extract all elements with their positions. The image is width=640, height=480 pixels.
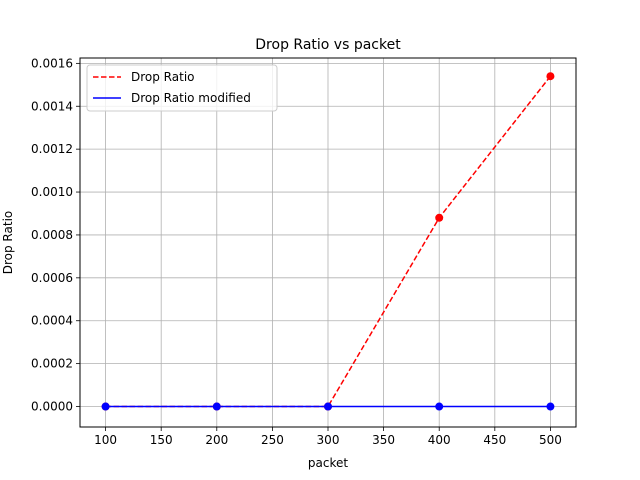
- legend: Drop Ratio Drop Ratio modified: [86, 64, 278, 112]
- x-tick-label: 250: [261, 433, 284, 447]
- data-point-series-0: [435, 213, 444, 222]
- y-tick-label: 0.0010: [31, 185, 73, 199]
- y-tick-label: 0.0012: [31, 142, 73, 156]
- x-ticks: 100 150 200 250 300 350 400 450 500: [94, 427, 562, 447]
- x-tick-label: 100: [94, 433, 117, 447]
- x-tick-label: 400: [428, 433, 451, 447]
- data-point-series-1: [101, 402, 110, 411]
- data-point-series-0: [546, 72, 555, 81]
- x-tick-label: 150: [150, 433, 173, 447]
- y-tick-label: 0.0014: [31, 99, 73, 113]
- data-point-series-1: [324, 402, 332, 411]
- x-tick-label: 300: [317, 433, 340, 447]
- data-point-series-1: [212, 402, 221, 411]
- legend-label-0: Drop Ratio: [131, 70, 195, 84]
- x-tick-label: 200: [205, 433, 228, 447]
- y-tick-label: 0.0000: [31, 400, 73, 414]
- data-point-series-1: [546, 402, 555, 411]
- legend-label-1: Drop Ratio modified: [131, 91, 251, 105]
- y-tick-label: 0.0002: [31, 357, 73, 371]
- chart-title: Drop Ratio vs packet: [255, 37, 401, 53]
- x-tick-label: 350: [372, 433, 395, 447]
- y-ticks: 0.0000 0.0002 0.0004 0.0006 0.0008 0.0010 0.00…: [31, 56, 80, 414]
- y-tick-label: 0.0004: [31, 314, 73, 328]
- data-point-series-1: [435, 402, 444, 411]
- x-tick-label: 500: [539, 433, 562, 447]
- x-tick-label: 450: [483, 433, 506, 447]
- y-tick-label: 0.0016: [31, 56, 73, 70]
- y-tick-label: 0.0008: [31, 228, 73, 242]
- series-layer: [101, 72, 555, 411]
- y-tick-label: 0.0006: [31, 271, 73, 285]
- legend-box: [86, 64, 278, 112]
- y-axis-label: Drop Ratio: [1, 211, 15, 275]
- x-axis-label: packet: [308, 456, 348, 470]
